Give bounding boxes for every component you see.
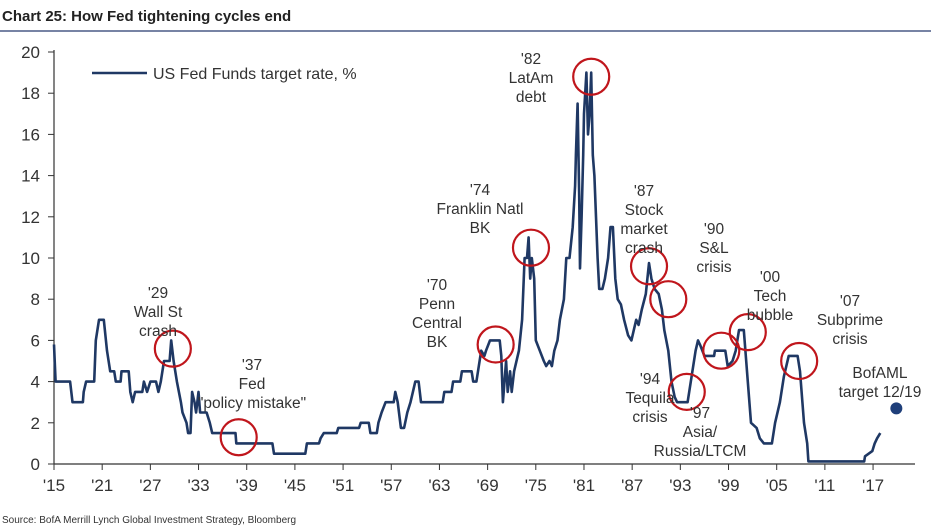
annotation-circle bbox=[511, 228, 551, 267]
y-tick-label: 2 bbox=[31, 414, 40, 433]
annotation-label: crisis bbox=[632, 409, 668, 426]
annotation-label: crisis bbox=[832, 331, 868, 348]
annotation-label: target 12/19 bbox=[839, 384, 922, 401]
x-tick-label: '99 bbox=[717, 476, 739, 495]
annotation-circle bbox=[667, 372, 706, 411]
annotation-label: Subprime bbox=[817, 312, 883, 329]
annotation-circle bbox=[476, 325, 515, 364]
y-tick-label: 14 bbox=[21, 167, 40, 186]
annotation-label: '74 bbox=[470, 182, 491, 199]
annotation-label: bubble bbox=[747, 307, 794, 324]
y-tick-label: 12 bbox=[21, 208, 40, 227]
x-tick-label: '75 bbox=[525, 476, 547, 495]
annotation-label: Russia/LTCM bbox=[654, 443, 747, 460]
x-tick-label: '05 bbox=[766, 476, 788, 495]
annotation-label: Franklin Natl bbox=[437, 201, 524, 218]
x-tick-label: '39 bbox=[236, 476, 258, 495]
legend: US Fed Funds target rate, % bbox=[92, 66, 357, 83]
source-note: Source: BofA Merrill Lynch Global Invest… bbox=[2, 515, 296, 526]
annotation-circle bbox=[153, 329, 192, 368]
annotation-label: Tequila bbox=[625, 390, 674, 407]
annotation-circle bbox=[629, 247, 669, 286]
annotation-label: '82 bbox=[521, 51, 541, 68]
x-tick-label: '33 bbox=[187, 476, 209, 495]
annotation-label: Stock bbox=[625, 202, 664, 219]
annotation-label: '94 bbox=[640, 371, 661, 388]
chart-title: Chart 25: How Fed tightening cycles end bbox=[2, 8, 291, 25]
annotation-label: Asia/ bbox=[683, 424, 718, 441]
y-tick-label: 18 bbox=[21, 84, 40, 103]
annotation-circle bbox=[219, 418, 258, 457]
annotation-label: S&L bbox=[699, 240, 729, 257]
x-tick-label: '87 bbox=[621, 476, 643, 495]
x-tick-label: '93 bbox=[669, 476, 691, 495]
series-layer bbox=[52, 71, 903, 463]
y-tick-label: 20 bbox=[21, 43, 40, 62]
y-tick-label: 6 bbox=[31, 331, 40, 350]
x-tick-label: '11 bbox=[814, 476, 835, 495]
annotation-label: Central bbox=[412, 315, 462, 332]
fed-funds-rate-line bbox=[52, 71, 882, 463]
annotation-label: LatAm bbox=[509, 70, 554, 87]
y-tick-label: 4 bbox=[31, 373, 40, 392]
annotation-label: '00 bbox=[760, 269, 781, 286]
x-tick-label: '21 bbox=[91, 476, 113, 495]
x-tick-label: '57 bbox=[380, 476, 402, 495]
annotation-label: BofAML bbox=[852, 365, 908, 382]
annotation-label: BK bbox=[470, 220, 491, 237]
x-tick-label: '51 bbox=[332, 476, 354, 495]
annotations-layer: '29 Wall St crash '37 Fed "policy mistake" '70… bbox=[134, 51, 922, 460]
x-tick-label: '45 bbox=[284, 476, 306, 495]
legend-label: US Fed Funds target rate, % bbox=[153, 66, 357, 83]
annotation-label: Wall St bbox=[134, 304, 183, 321]
annotation-circle bbox=[649, 280, 688, 319]
annotation-label: market bbox=[620, 221, 668, 238]
annotation-label: crash bbox=[139, 323, 177, 340]
annotation-circle bbox=[780, 341, 819, 381]
annotation-label: '07 bbox=[840, 293, 860, 310]
y-tick-label: 10 bbox=[21, 249, 40, 268]
target-dot bbox=[890, 402, 903, 415]
annotation-circle bbox=[728, 313, 767, 352]
x-tick-label: '69 bbox=[477, 476, 499, 495]
annotation-label: BK bbox=[427, 334, 448, 351]
x-tick-label: '15 bbox=[43, 476, 65, 495]
x-tick-label: '63 bbox=[428, 476, 450, 495]
annotation-label: '37 bbox=[242, 357, 262, 374]
annotation-circle bbox=[572, 57, 611, 96]
annotation-label: '70 bbox=[427, 277, 448, 294]
annotation-label: Penn bbox=[419, 296, 455, 313]
axes: 0 2 4 6 8 10 12 14 16 18 20 '15 '21 '27 '33 '39 '45 '51 '5… bbox=[21, 43, 915, 495]
x-tick-label: '17 bbox=[862, 476, 884, 495]
annotation-circle bbox=[702, 331, 741, 370]
annotation-label: crisis bbox=[696, 259, 732, 276]
annotation-label: '97 bbox=[690, 405, 710, 422]
annotation-label: Tech bbox=[754, 288, 787, 305]
x-tick-label: '81 bbox=[573, 476, 595, 495]
annotation-label: '87 bbox=[634, 183, 654, 200]
annotation-label: "policy mistake" bbox=[198, 395, 306, 412]
x-tick-label: '27 bbox=[139, 476, 161, 495]
annotation-label: debt bbox=[516, 89, 547, 106]
y-tick-label: 0 bbox=[31, 455, 40, 474]
y-tick-label: 16 bbox=[21, 125, 40, 144]
annotation-label: crash bbox=[625, 240, 663, 257]
annotation-label: '29 bbox=[148, 285, 168, 302]
annotation-label: '90 bbox=[704, 221, 725, 238]
y-tick-label: 8 bbox=[31, 290, 40, 309]
annotation-label: Fed bbox=[239, 376, 266, 393]
